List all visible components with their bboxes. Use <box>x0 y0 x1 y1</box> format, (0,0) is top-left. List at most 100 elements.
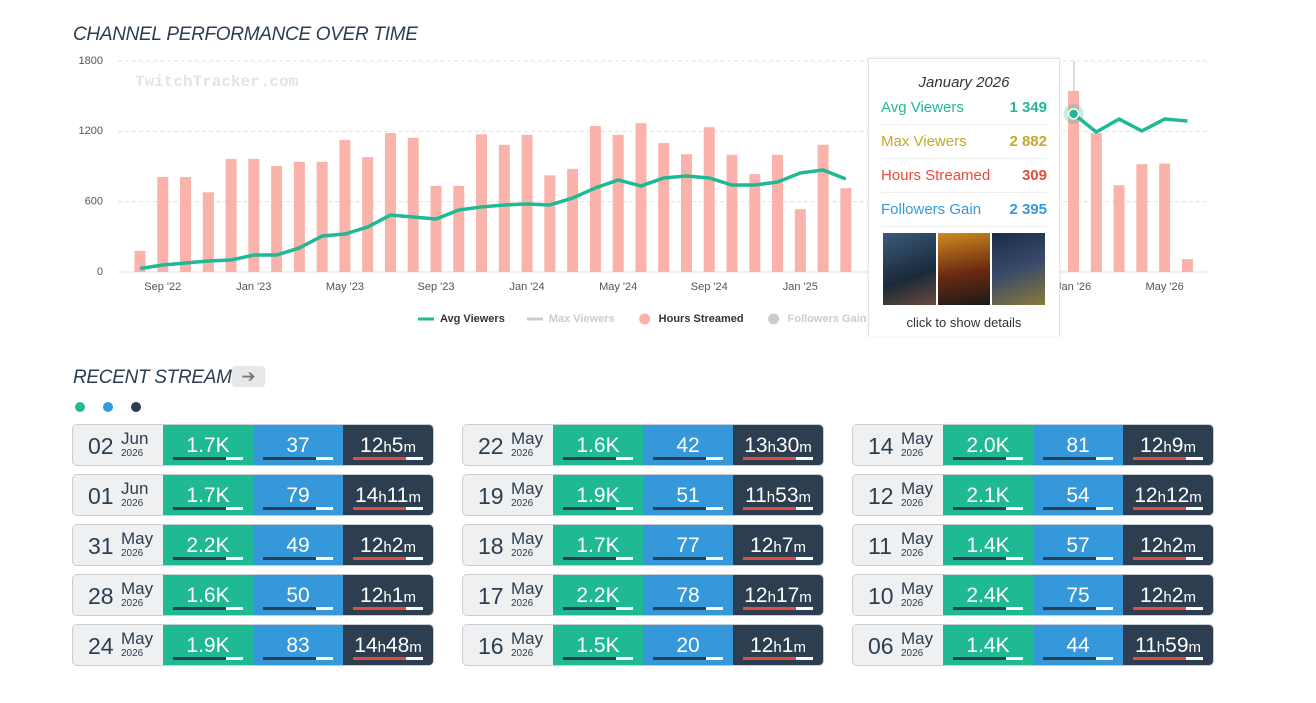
progress-bar <box>1043 507 1113 510</box>
tooltip-label: Max Viewers <box>881 133 967 150</box>
progress-bar <box>953 507 1023 510</box>
day: 10 <box>868 583 894 609</box>
bar <box>1113 185 1125 272</box>
progress-bar <box>743 657 813 660</box>
stream-card[interactable]: 16 May 2026 1.5K 20 12h1m <box>463 625 823 665</box>
day: 16 <box>478 633 504 659</box>
bar <box>339 140 351 272</box>
max_viewers-value: 1.9K <box>576 484 620 507</box>
bar <box>1090 133 1102 272</box>
progress-bar <box>563 507 633 510</box>
bar <box>817 144 829 272</box>
bar <box>544 175 556 272</box>
progress-bar <box>1133 507 1203 510</box>
date: 28 May 2026 <box>73 575 163 615</box>
max_viewers-value: 1.7K <box>186 484 230 507</box>
bar <box>794 209 806 272</box>
followers-value: 79 <box>286 484 310 507</box>
legend-item[interactable]: Avg Viewers <box>418 313 505 325</box>
stream-card[interactable]: 17 May 2026 2.2K 78 12h17m <box>463 575 823 615</box>
more-button[interactable]: ➔ <box>232 366 265 387</box>
time: 14h48m <box>343 625 433 665</box>
stream-card[interactable]: 02 Jun 2026 1.7K 37 12h5m <box>73 425 433 465</box>
month: May <box>901 529 934 548</box>
tooltip[interactable]: January 2026 Avg Viewers 1 349 Max Viewers… <box>868 58 1060 336</box>
date: 22 May 2026 <box>463 425 553 465</box>
progress-bar <box>1043 657 1113 660</box>
year: 2026 <box>511 448 534 459</box>
max_viewers-value: 1.9K <box>186 634 230 657</box>
legend-item[interactable]: Followers Gain <box>768 313 867 325</box>
date: 31 May 2026 <box>73 525 163 565</box>
legend-item[interactable]: Hours Streamed <box>639 313 744 325</box>
stream-card[interactable]: 18 May 2026 1.7K 77 12h7m <box>463 525 823 565</box>
stream-card[interactable]: 24 May 2026 1.9K 83 14h48m <box>73 625 433 665</box>
time-value: 12h2m <box>1140 584 1196 607</box>
year: 2026 <box>121 498 144 509</box>
progress-bar <box>953 657 1023 660</box>
max_viewers: 2.0K <box>943 425 1033 465</box>
bar <box>1159 163 1171 272</box>
time: 11h59m <box>1123 625 1213 665</box>
followers: 78 <box>643 575 733 615</box>
day: 02 <box>88 433 114 459</box>
max_viewers: 2.1K <box>943 475 1033 515</box>
stream-card[interactable]: 10 May 2026 2.4K 75 12h2m <box>853 575 1213 615</box>
legend-label: Avg Viewers <box>440 313 505 325</box>
progress-bar <box>743 607 813 610</box>
legend-label: Hours Streamed <box>659 313 744 325</box>
time-value: 12h2m <box>1140 534 1196 557</box>
stream-card[interactable]: 28 May 2026 1.6K 50 12h1m <box>73 575 433 615</box>
followers: 42 <box>643 425 733 465</box>
month: Jun <box>121 479 149 498</box>
stream-card[interactable]: 31 May 2026 2.2K 49 12h2m <box>73 525 433 565</box>
stream-card[interactable]: 19 May 2026 1.9K 51 11h53m <box>463 475 823 515</box>
day: 17 <box>478 583 504 609</box>
max_viewers-value: 1.7K <box>576 534 620 557</box>
progress-bar <box>563 607 633 610</box>
game-images[interactable] <box>883 233 1046 305</box>
year: 2026 <box>511 598 534 609</box>
progress-bar <box>953 557 1023 560</box>
bar <box>271 165 283 272</box>
time-value: 11h59m <box>1134 634 1201 657</box>
tooltip-value: 1 349 <box>1009 99 1047 116</box>
stream-card[interactable]: 12 May 2026 2.1K 54 12h12m <box>853 475 1213 515</box>
game-cover[interactable] <box>883 233 936 305</box>
bar <box>453 185 465 272</box>
legend-item[interactable]: Max Viewers <box>526 313 615 325</box>
year: 2026 <box>121 598 144 609</box>
bar <box>772 154 784 272</box>
day: 18 <box>478 533 504 559</box>
followers: 49 <box>253 525 343 565</box>
month: May <box>511 429 544 448</box>
day: 12 <box>868 483 894 509</box>
chart-title: CHANNEL PERFORMANCE OVER TIME <box>73 24 418 45</box>
y-tick-label: 0 <box>97 266 103 278</box>
tooltip-label: Avg Viewers <box>881 99 964 116</box>
legend-label: Followers Gain <box>788 313 867 325</box>
progress-bar <box>743 457 813 460</box>
bar <box>840 188 852 272</box>
progress-bar <box>653 607 723 610</box>
stream-card[interactable]: 01 Jun 2026 1.7K 79 14h11m <box>73 475 433 515</box>
date: 11 May 2026 <box>853 525 943 565</box>
game-cover[interactable] <box>992 233 1046 305</box>
game-cover[interactable] <box>937 233 991 305</box>
progress-bar <box>353 607 423 610</box>
stream-card[interactable]: 14 May 2026 2.0K 81 12h9m <box>853 425 1213 465</box>
max_viewers-value: 2.0K <box>966 434 1010 457</box>
followers: 83 <box>253 625 343 665</box>
stream-card[interactable]: 11 May 2026 1.4K 57 12h2m <box>853 525 1213 565</box>
bar <box>407 137 419 272</box>
max_viewers: 1.6K <box>553 425 643 465</box>
progress-bar <box>353 507 423 510</box>
stream-card[interactable]: 06 May 2026 1.4K 44 11h59m <box>853 625 1213 665</box>
time-value: 12h1m <box>750 634 806 657</box>
progress-bar <box>653 557 723 560</box>
x-tick-label: Jan '23 <box>236 281 271 293</box>
time: 12h17m <box>733 575 823 615</box>
tooltip-footer[interactable]: click to show details <box>906 315 1022 330</box>
stream-card[interactable]: 22 May 2026 1.6K 42 13h30m <box>463 425 823 465</box>
